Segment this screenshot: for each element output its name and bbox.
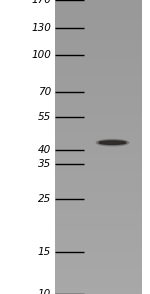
Text: 100: 100 (31, 50, 51, 60)
Ellipse shape (99, 141, 126, 144)
Text: 170: 170 (31, 0, 51, 5)
Text: 55: 55 (38, 112, 51, 122)
Text: 130: 130 (31, 23, 51, 33)
Ellipse shape (96, 139, 129, 146)
Text: 10: 10 (38, 289, 51, 294)
FancyBboxPatch shape (55, 0, 141, 294)
Text: 40: 40 (38, 145, 51, 155)
Text: 25: 25 (38, 194, 51, 204)
Text: 70: 70 (38, 87, 51, 97)
Text: 15: 15 (38, 247, 51, 257)
Text: 35: 35 (38, 159, 51, 169)
